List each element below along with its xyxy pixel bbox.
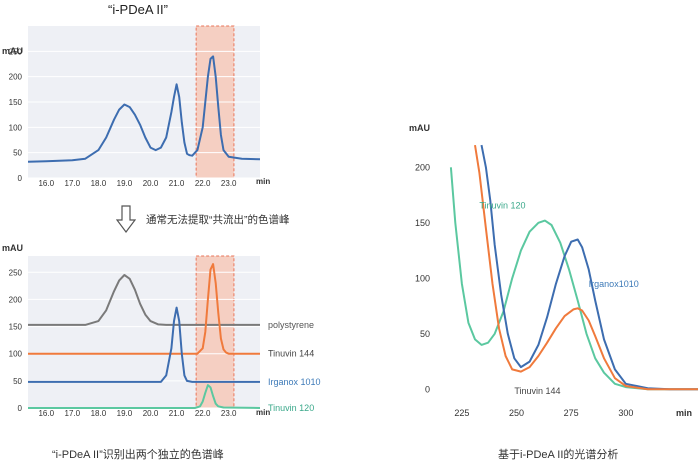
x-tick-label: 19.0	[117, 179, 133, 188]
bottom-right-caption: 基于i-PDeA II的光谱分析	[498, 449, 619, 461]
top-chromatogram: 16.0 17.0 18.0 19.0 20.0 21.0 22.0 23.0 0 50 100 1…	[2, 25, 270, 188]
y-axis-unit: mAU	[409, 123, 430, 133]
x-tick-label: 275	[564, 408, 579, 418]
series-line-polystyrene	[28, 274, 260, 326]
x-tick-label: 21.0	[169, 409, 185, 416]
down-arrow-icon	[116, 205, 136, 233]
x-axis-unit: min	[256, 177, 270, 186]
uv-spectrum-chart: 225 250 275 300 0 50 100 150 200 Tinuvin 120 Irg…	[409, 123, 698, 418]
x-tick-label: 17.0	[65, 409, 81, 416]
series-line-irganox-1010	[28, 306, 260, 383]
legend-label-irganox-1010: Irganox 1010	[268, 377, 321, 387]
legend-label-polystyrene: polystyrene	[268, 320, 314, 330]
y-tick-label: 200	[9, 73, 23, 82]
x-tick-label: 18.0	[91, 409, 107, 416]
x-tick-label: 23.0	[221, 179, 237, 188]
y-tick-label: 0	[18, 174, 23, 183]
x-tick-label: 21.0	[169, 179, 185, 188]
x-tick-label: 17.0	[65, 179, 81, 188]
y-tick-label: 100	[9, 123, 23, 132]
x-axis-unit: min	[676, 408, 692, 418]
series-line-tinuvin-144	[28, 263, 260, 355]
series-label-irganox1010: Irganox1010	[589, 279, 639, 289]
y-tick-label: 50	[13, 149, 22, 158]
y-tick-label: 50	[13, 377, 22, 386]
x-tick-label: 20.0	[143, 409, 159, 416]
y-tick-label: 200	[415, 162, 430, 172]
y-tick-label: 0	[425, 384, 430, 394]
x-tick-label: 18.0	[91, 179, 107, 188]
series-line-tinuvin-120	[28, 384, 261, 409]
x-tick-label: 22.0	[195, 409, 211, 416]
x-tick-label: 20.0	[143, 179, 159, 188]
y-axis-unit: mAU	[2, 46, 23, 56]
y-tick-label: 200	[9, 295, 23, 304]
series-line-irganox1010	[480, 144, 698, 391]
x-axis-unit: min	[256, 408, 270, 416]
x-tick-label: 225	[454, 408, 469, 418]
x-tick-label: 22.0	[195, 179, 211, 188]
y-tick-label: 50	[420, 329, 430, 339]
x-tick-label: 19.0	[117, 409, 133, 416]
bottom-chromatogram: 16.0 17.0 18.0 19.0 20.0 21.0 22.0 23.0 0 50 100 1…	[2, 244, 321, 416]
x-tick-label: 250	[509, 408, 524, 418]
y-tick-label: 100	[9, 350, 23, 359]
y-tick-label: 250	[9, 268, 23, 277]
x-tick-label: 23.0	[221, 409, 237, 416]
y-axis-unit: mAU	[2, 244, 23, 253]
x-tick-label: 300	[618, 408, 633, 418]
y-tick-label: 150	[415, 218, 430, 228]
series-line-tinuvin-120	[449, 167, 698, 391]
y-tick-label: 150	[9, 98, 23, 107]
x-tick-label: 16.0	[38, 179, 54, 188]
series-label-tinuvin-120: Tinuvin 120	[479, 200, 525, 210]
y-tick-label: 150	[9, 323, 23, 332]
x-tick-label: 16.0	[38, 409, 54, 416]
y-tick-label: 0	[18, 404, 23, 413]
bottom-left-caption: “i-PDeA II”识别出两个独立的色谱峰	[52, 449, 224, 461]
series-label-tinuvin-144: Tinuvin 144	[514, 386, 560, 396]
legend-label-tinuvin-144: Tinuvin 144	[268, 349, 314, 359]
top-chart-title: “i-PDeA II”	[108, 2, 168, 17]
y-tick-label: 250	[9, 47, 23, 56]
arrow-caption: 通常无法提取“共流出”的色谱峰	[146, 214, 290, 226]
y-tick-label: 100	[415, 273, 430, 283]
series-line-0	[27, 55, 261, 163]
series-line-tinuvin-144	[474, 144, 698, 391]
legend-label-tinuvin-120: Tinuvin 120	[268, 403, 314, 413]
